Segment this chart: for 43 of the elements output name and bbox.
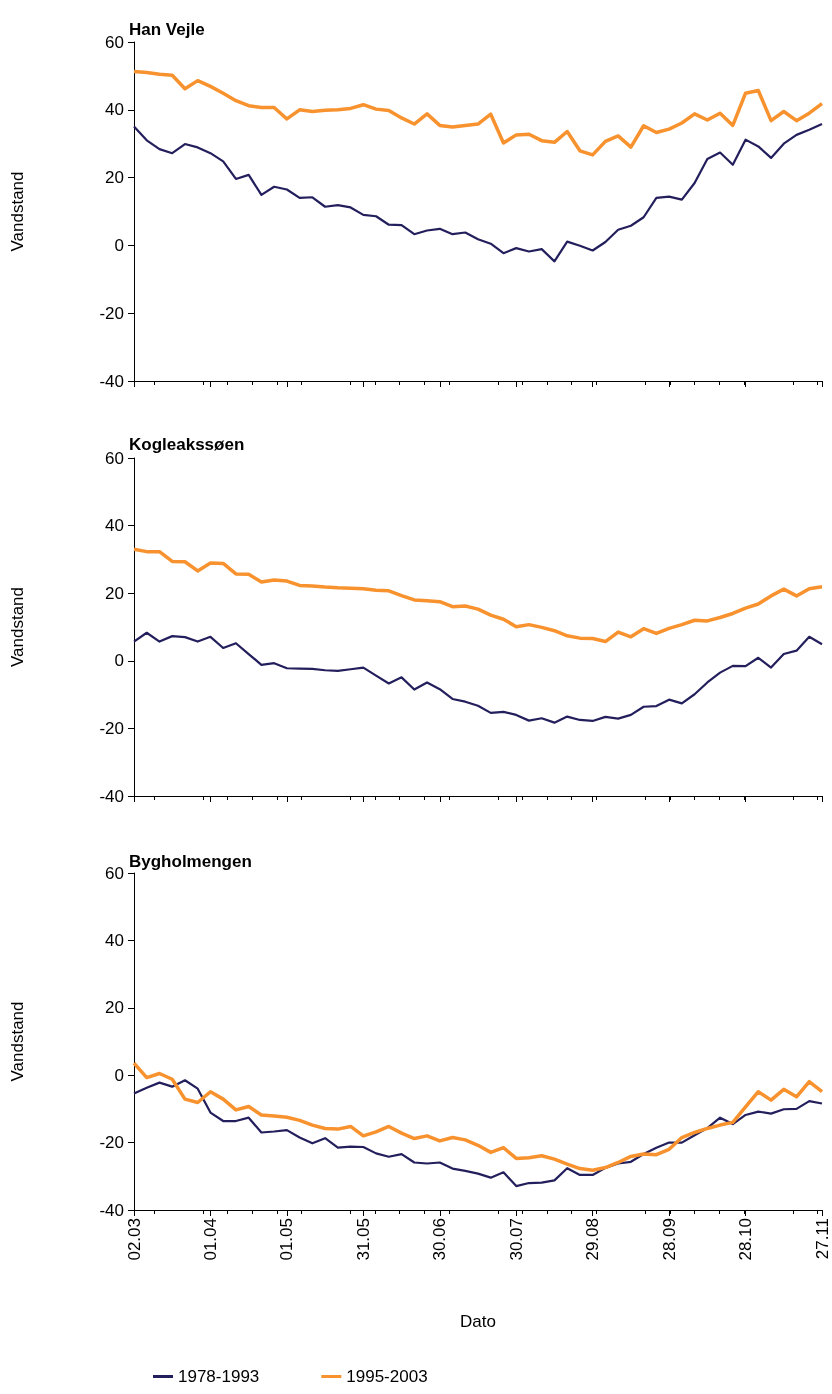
y-tick-label: 40 bbox=[105, 930, 124, 950]
legend-label: 1995-2003 bbox=[346, 1367, 428, 1386]
y-tick-label: -20 bbox=[99, 718, 124, 738]
line-series bbox=[132, 1061, 824, 1172]
y-axis-title: Vandstand bbox=[8, 1001, 27, 1082]
legend-label: 1978-1993 bbox=[178, 1367, 260, 1386]
y-tick-label: -20 bbox=[99, 1133, 124, 1153]
y-tick-label: 40 bbox=[105, 100, 124, 120]
x-tick-label: 31.05 bbox=[353, 1218, 373, 1261]
y-tick-label: -40 bbox=[99, 786, 124, 806]
y-tick-label: 60 bbox=[105, 863, 124, 883]
chart-title: Kogleakssøen bbox=[129, 435, 245, 454]
x-axis-title: Dato bbox=[460, 1312, 496, 1331]
line-series bbox=[132, 122, 824, 263]
chart-title: Han Vejle bbox=[129, 20, 205, 39]
line-series bbox=[132, 69, 824, 157]
y-axis-title: Vandstand bbox=[8, 586, 27, 668]
x-tick-label: 29.08 bbox=[583, 1218, 603, 1261]
y-tick-label: 20 bbox=[105, 168, 124, 188]
x-tick-label: 02.03 bbox=[124, 1218, 144, 1261]
y-tick-label: 0 bbox=[114, 651, 124, 671]
y-tick-label: 20 bbox=[105, 583, 124, 603]
y-tick-label: 20 bbox=[105, 998, 124, 1018]
x-tick-label: 28.09 bbox=[659, 1218, 679, 1261]
y-tick-label: 60 bbox=[105, 32, 124, 52]
chart-title: Bygholmengen bbox=[129, 852, 252, 871]
y-tick-label: 0 bbox=[114, 235, 124, 255]
x-tick-label: 01.05 bbox=[277, 1218, 297, 1261]
y-tick-label: 60 bbox=[105, 448, 124, 468]
y-tick-label: -40 bbox=[99, 371, 124, 391]
x-tick-label: 01.04 bbox=[200, 1218, 220, 1261]
y-tick-label: -40 bbox=[99, 1200, 124, 1220]
line-series bbox=[132, 547, 824, 644]
x-tick-label: 30.07 bbox=[506, 1218, 526, 1261]
x-tick-label: 27.11 bbox=[812, 1218, 832, 1260]
y-tick-label: 0 bbox=[114, 1065, 124, 1085]
line-series bbox=[132, 1079, 824, 1188]
x-tick-label: 30.06 bbox=[430, 1218, 450, 1261]
y-tick-label: -20 bbox=[99, 303, 124, 323]
y-axis-title: Vandstand bbox=[8, 171, 27, 252]
line-series bbox=[132, 631, 824, 724]
y-tick-label: 40 bbox=[105, 516, 124, 536]
x-tick-label: 28.10 bbox=[736, 1218, 756, 1261]
